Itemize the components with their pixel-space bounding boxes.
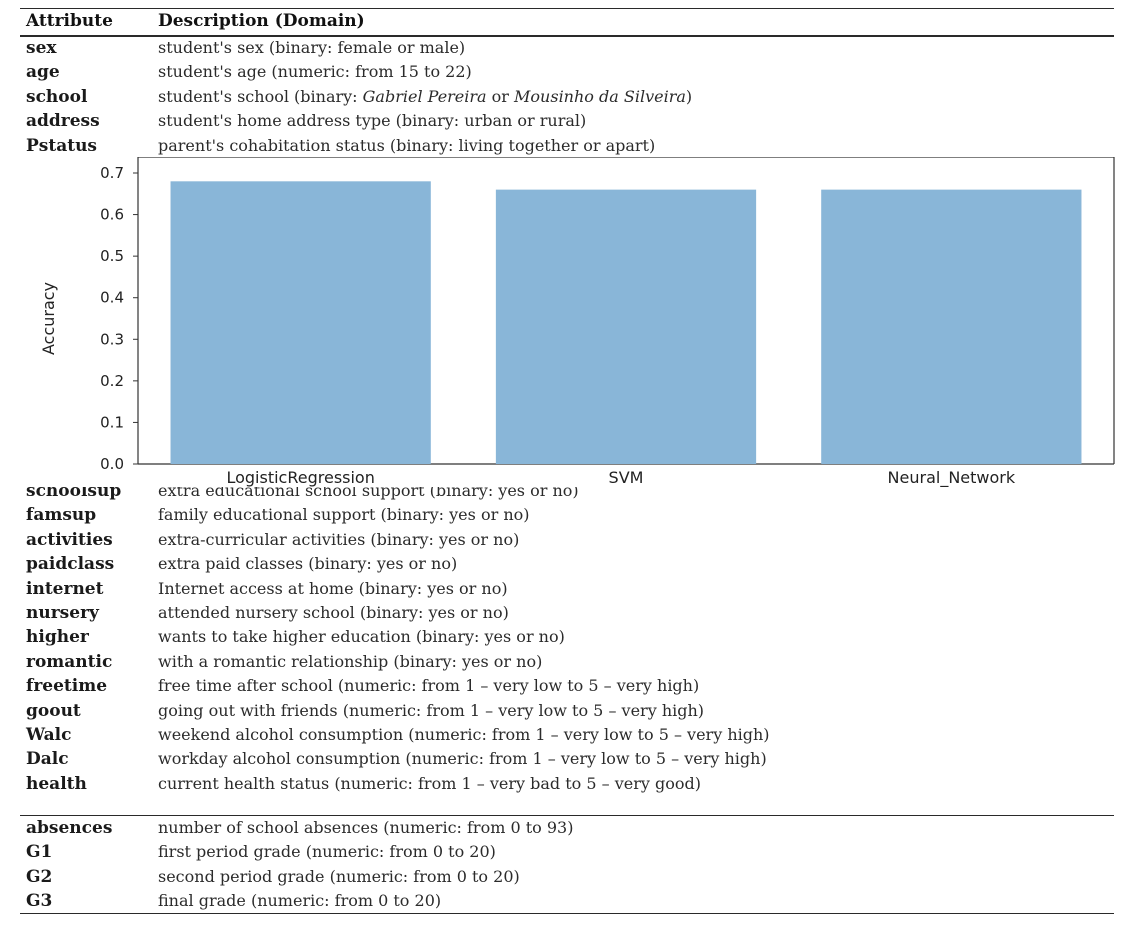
attribute-name: absences — [26, 818, 113, 838]
table-row: absences number of school absences (numer… — [0, 817, 1129, 839]
table-header: Attribute Description (Domain) — [0, 10, 1129, 32]
table-row: school student's school (binary: Gabriel … — [0, 86, 1129, 108]
attribute-description: student's home address type (binary: urb… — [158, 111, 587, 131]
attribute-description: Internet access at home (binary: yes or … — [158, 578, 508, 598]
header-description: Description (Domain) — [158, 11, 365, 31]
header-attribute: Attribute — [26, 11, 113, 31]
y-tick-label: 0.3 — [100, 330, 124, 348]
table-row: goout going out with friends (numeric: fr… — [0, 700, 1129, 722]
attribute-name: G2 — [26, 866, 53, 887]
attribute-description: wants to take higher education (binary: … — [158, 627, 565, 647]
bar — [821, 189, 1082, 464]
attribute-description: second period grade (numeric: from 0 to … — [158, 866, 520, 886]
table-row: freetime free time after school (numeric:… — [0, 675, 1129, 697]
grades-rule — [20, 815, 1114, 816]
attribute-description: student's age (numeric: from 15 to 22) — [158, 62, 472, 82]
x-tick-label: LogisticRegression — [226, 468, 374, 487]
attribute-description: extra paid classes (binary: yes or no) — [158, 554, 458, 574]
table-row: sex student's sex (binary: female or male… — [0, 37, 1129, 59]
header-rule — [20, 35, 1114, 37]
attribute-description: first period grade (numeric: from 0 to 2… — [158, 842, 496, 862]
description-part: Mousinho da Silveira — [514, 86, 686, 106]
table-row: nursery attended nursery school (binary: … — [0, 602, 1129, 624]
table-top-rule — [20, 8, 1114, 9]
description-part: ) — [685, 86, 693, 106]
attribute-name: nursery — [26, 603, 99, 623]
table-row: Walc weekend alcohol consumption (numeric… — [0, 724, 1129, 746]
description-part: or — [486, 86, 515, 106]
attribute-name: paidclass — [26, 554, 115, 575]
y-tick-label: 0.5 — [100, 247, 124, 265]
attribute-description: family educational support (binary: yes … — [158, 505, 530, 525]
x-tick-label: Neural_Network — [888, 468, 1016, 487]
accuracy-chart: 0.0 0.1 0.2 0.3 0.4 0.5 0.6 0.7 Accuracy Logistic… — [20, 157, 1116, 487]
table-row: internet Internet access at home (binary:… — [0, 578, 1129, 600]
attribute-name: G1 — [26, 842, 53, 863]
table-row: G3 final grade (numeric: from 0 to 20) — [0, 890, 1129, 912]
attribute-name: Walc — [26, 725, 72, 745]
attribute-description: weekend alcohol consumption (numeric: fr… — [158, 725, 770, 744]
table-row: address student's home address type (bina… — [0, 110, 1129, 132]
y-tick-label: 0.4 — [100, 289, 124, 307]
attribute-name: G3 — [26, 891, 53, 912]
description-part: student's school (binary: — [158, 86, 363, 106]
y-tick-label: 0.7 — [100, 164, 124, 182]
y-tick-label: 0.0 — [100, 455, 124, 473]
attribute-description: number of school absences (numeric: from… — [158, 818, 574, 837]
attribute-name: Dalc — [26, 749, 69, 770]
table-row: activities extra-curricular activities (b… — [0, 529, 1129, 551]
attribute-name: freetime — [26, 676, 108, 697]
table-row: higher wants to take higher education (bi… — [0, 626, 1129, 648]
attribute-description: attended nursery school (binary: yes or … — [158, 603, 509, 622]
attribute-description: going out with friends (numeric: from 1 … — [158, 700, 705, 720]
y-axis-label: Accuracy — [39, 282, 58, 355]
attribute-name: romantic — [26, 651, 113, 672]
table-bottom-rule — [20, 913, 1114, 914]
bar — [170, 181, 431, 465]
table-row: health current health status (numeric: fr… — [0, 773, 1129, 795]
y-tick-label: 0.1 — [100, 413, 124, 431]
attribute-description: parent's cohabitation status (binary: li… — [158, 135, 656, 155]
attribute-name: higher — [26, 627, 89, 648]
attribute-name: internet — [26, 578, 104, 599]
x-tick-label: SVM — [609, 468, 644, 487]
attribute-name: age — [26, 62, 60, 83]
table-row: Dalc workday alcohol consumption (numeric… — [0, 748, 1129, 770]
attribute-description: with a romantic relationship (binary: ye… — [158, 651, 543, 671]
attribute-description: current health status (numeric: from 1 –… — [158, 773, 701, 793]
table-row: age student's age (numeric: from 15 to 22… — [0, 61, 1129, 83]
description-part: Gabriel Pereira — [362, 86, 487, 106]
table-row: G1 first period grade (numeric: from 0 to… — [0, 841, 1129, 863]
attribute-description: workday alcohol consumption (numeric: fr… — [158, 749, 767, 769]
attribute-description: student's sex (binary: female or male) — [158, 38, 466, 57]
attribute-description: student's school (binary: Gabriel Pereir… — [158, 86, 692, 108]
attribute-name: Pstatus — [26, 135, 98, 156]
attribute-name: famsup — [26, 505, 97, 526]
table-row: romantic with a romantic relationship (bi… — [0, 651, 1129, 673]
chart-svg: 0.0 0.1 0.2 0.3 0.4 0.5 0.6 0.7 Accuracy Logistic… — [39, 157, 1115, 487]
table-row: G2 second period grade (numeric: from 0 t… — [0, 866, 1129, 888]
table-row: Pstatus parent's cohabitation status (bin… — [0, 135, 1129, 157]
attribute-name: health — [26, 773, 87, 794]
attribute-name: goout — [26, 700, 81, 721]
bar — [495, 189, 757, 464]
attribute-name: school — [26, 86, 88, 107]
y-tick-label: 0.2 — [100, 372, 124, 390]
attribute-name: sex — [26, 38, 57, 58]
attribute-name: activities — [26, 529, 113, 550]
attribute-description: free time after school (numeric: from 1 … — [158, 676, 700, 696]
table-row: paidclass extra paid classes (binary: yes… — [0, 553, 1129, 575]
table-row: famsup family educational support (binary… — [0, 504, 1129, 526]
attribute-description: final grade (numeric: from 0 to 20) — [158, 891, 442, 911]
y-tick-label: 0.6 — [100, 206, 124, 224]
attribute-name: address — [26, 111, 100, 132]
attribute-description: extra-curricular activities (binary: yes… — [158, 529, 520, 549]
